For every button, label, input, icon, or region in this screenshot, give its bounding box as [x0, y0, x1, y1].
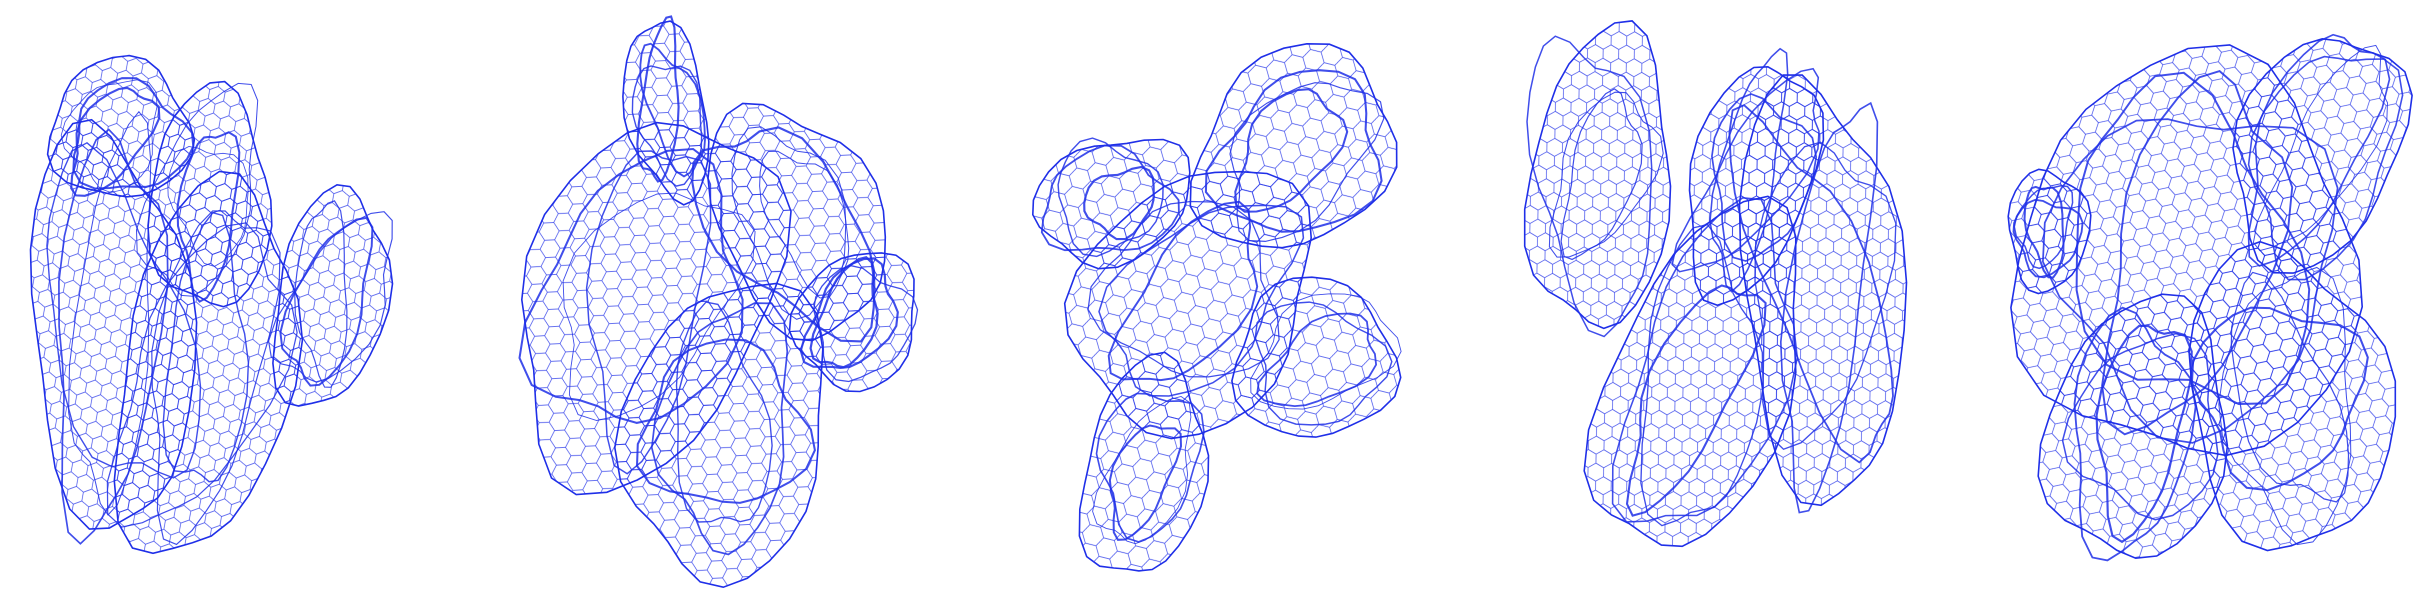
mesh-fold-line — [1234, 88, 1349, 213]
mesh-fold-line — [135, 82, 259, 297]
wireframe-surface-2 — [518, 15, 919, 589]
wireframe-panel-2 — [497, 0, 937, 594]
mesh-fold-line — [1560, 88, 1643, 261]
mesh-fold-line — [1250, 293, 1402, 410]
mesh-fold-line — [1108, 424, 1183, 541]
wireframe-panel-3 — [994, 0, 1434, 594]
wireframe-surface-4 — [1523, 20, 1908, 548]
mesh-fold-line — [176, 131, 241, 303]
mesh-fold-line — [70, 86, 161, 197]
mesh-fold-line — [636, 15, 680, 183]
mesh-fold-line — [813, 265, 919, 383]
mesh-fold-line — [2023, 185, 2065, 279]
mesh-fold-line — [1083, 165, 1155, 241]
mesh-fold-line — [1709, 47, 1789, 293]
wireframe-panel-4 — [1491, 0, 1931, 594]
mesh-fold-line — [1254, 301, 1393, 426]
mesh-fold-line — [2247, 55, 2404, 281]
mesh-fold-line — [809, 255, 879, 369]
mesh-fold-line — [167, 146, 249, 267]
mesh-fold-line — [1671, 67, 1820, 273]
mesh-fold-line — [2252, 44, 2388, 252]
mesh-lobe — [1231, 276, 1402, 438]
mesh-fold-line — [2095, 324, 2193, 544]
mesh-fold-line — [1526, 35, 1653, 338]
mesh-fold-line — [635, 338, 816, 504]
mesh-fold-line — [1256, 312, 1378, 407]
wireframe-surface-5 — [2007, 33, 2413, 562]
mesh-fold-line — [72, 77, 195, 190]
mesh-fold-line — [1204, 69, 1383, 233]
mesh-fold-line — [2012, 198, 2084, 279]
mesh-lobe — [1688, 65, 1825, 307]
mesh-lobe — [1523, 20, 1672, 330]
mesh-fold-line — [2013, 185, 2074, 270]
mesh-fold-line — [2073, 306, 2197, 562]
mesh-fold-line — [1779, 101, 1879, 514]
mesh-lobe — [2007, 168, 2092, 295]
mesh-fold-line — [294, 200, 348, 388]
mesh-fold-line — [2230, 271, 2350, 503]
mesh-fold-line — [1057, 137, 1164, 258]
mesh-fold-line — [639, 42, 706, 178]
mesh-fold-line — [2190, 306, 2369, 492]
mesh-lobe — [1189, 42, 1398, 249]
wireframe-panel-1 — [0, 0, 440, 594]
mesh-fold-line — [2247, 33, 2391, 267]
mesh-lobe — [1078, 351, 1210, 572]
wireframe-surface-1 — [29, 54, 394, 555]
mesh-fold-line — [106, 222, 298, 528]
mesh-fold-line — [1095, 392, 1205, 543]
mesh-fold-line — [1711, 93, 1818, 262]
mesh-fold-line — [1040, 144, 1180, 252]
wireframe-surface-3 — [1031, 42, 1402, 572]
mesh-fold-line — [60, 79, 158, 193]
mesh-fold-line — [2218, 266, 2352, 546]
mesh-fold-line — [650, 302, 789, 556]
mesh-fold-line — [1229, 82, 1385, 242]
wireframe-panel-5 — [1988, 0, 2428, 594]
mesh-fold-line — [675, 301, 773, 523]
